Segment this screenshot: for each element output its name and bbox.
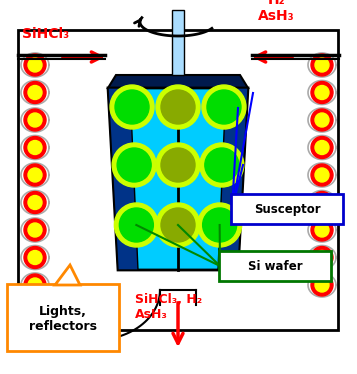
Circle shape (156, 203, 200, 247)
Circle shape (311, 164, 333, 186)
Text: SiHCl₃: SiHCl₃ (22, 27, 69, 41)
Circle shape (110, 85, 154, 129)
Circle shape (28, 196, 42, 209)
Circle shape (161, 90, 195, 124)
Circle shape (311, 54, 333, 76)
Polygon shape (108, 75, 248, 88)
Circle shape (198, 203, 242, 247)
Circle shape (311, 82, 333, 104)
Polygon shape (218, 88, 248, 270)
Circle shape (311, 219, 333, 241)
Text: Susceptor: Susceptor (254, 202, 320, 215)
Circle shape (28, 58, 42, 72)
Circle shape (161, 148, 195, 182)
Circle shape (28, 113, 42, 127)
Circle shape (315, 196, 329, 209)
Text: Lights,
reflectors: Lights, reflectors (29, 306, 97, 334)
Bar (172, 10, 184, 75)
Circle shape (24, 274, 46, 296)
Text: H₂
AsH₃: H₂ AsH₃ (258, 0, 295, 23)
Circle shape (28, 141, 42, 154)
Polygon shape (108, 88, 138, 270)
Circle shape (28, 251, 42, 264)
Circle shape (24, 219, 46, 241)
Circle shape (24, 82, 46, 104)
Circle shape (203, 208, 237, 242)
Circle shape (24, 246, 46, 269)
FancyBboxPatch shape (231, 194, 343, 224)
Circle shape (28, 278, 42, 292)
Circle shape (315, 251, 329, 264)
Circle shape (28, 168, 42, 182)
Circle shape (28, 223, 42, 237)
Circle shape (112, 143, 156, 187)
Circle shape (117, 148, 151, 182)
FancyBboxPatch shape (219, 251, 331, 281)
Circle shape (315, 141, 329, 154)
Circle shape (315, 278, 329, 292)
Circle shape (205, 148, 239, 182)
Circle shape (315, 58, 329, 72)
Bar (18, 30, 338, 330)
Circle shape (311, 137, 333, 159)
Circle shape (119, 208, 154, 242)
Circle shape (24, 191, 46, 214)
Circle shape (200, 143, 244, 187)
Circle shape (156, 143, 200, 187)
Circle shape (315, 223, 329, 237)
Circle shape (315, 86, 329, 99)
Circle shape (311, 109, 333, 131)
Circle shape (114, 203, 159, 247)
Circle shape (24, 137, 46, 159)
Circle shape (311, 191, 333, 214)
Circle shape (315, 168, 329, 182)
Text: SiHCl₃, H₂
AsH₃: SiHCl₃, H₂ AsH₃ (135, 293, 202, 321)
Circle shape (115, 90, 149, 124)
Polygon shape (108, 88, 248, 270)
Text: Si wafer: Si wafer (248, 260, 302, 273)
Circle shape (311, 246, 333, 269)
Circle shape (311, 274, 333, 296)
FancyBboxPatch shape (7, 284, 119, 351)
Polygon shape (55, 265, 80, 285)
Circle shape (24, 164, 46, 186)
Circle shape (202, 85, 246, 129)
Circle shape (156, 85, 200, 129)
Circle shape (24, 109, 46, 131)
Circle shape (207, 90, 241, 124)
Circle shape (28, 86, 42, 99)
Circle shape (161, 208, 195, 242)
Circle shape (24, 54, 46, 76)
Circle shape (315, 113, 329, 127)
